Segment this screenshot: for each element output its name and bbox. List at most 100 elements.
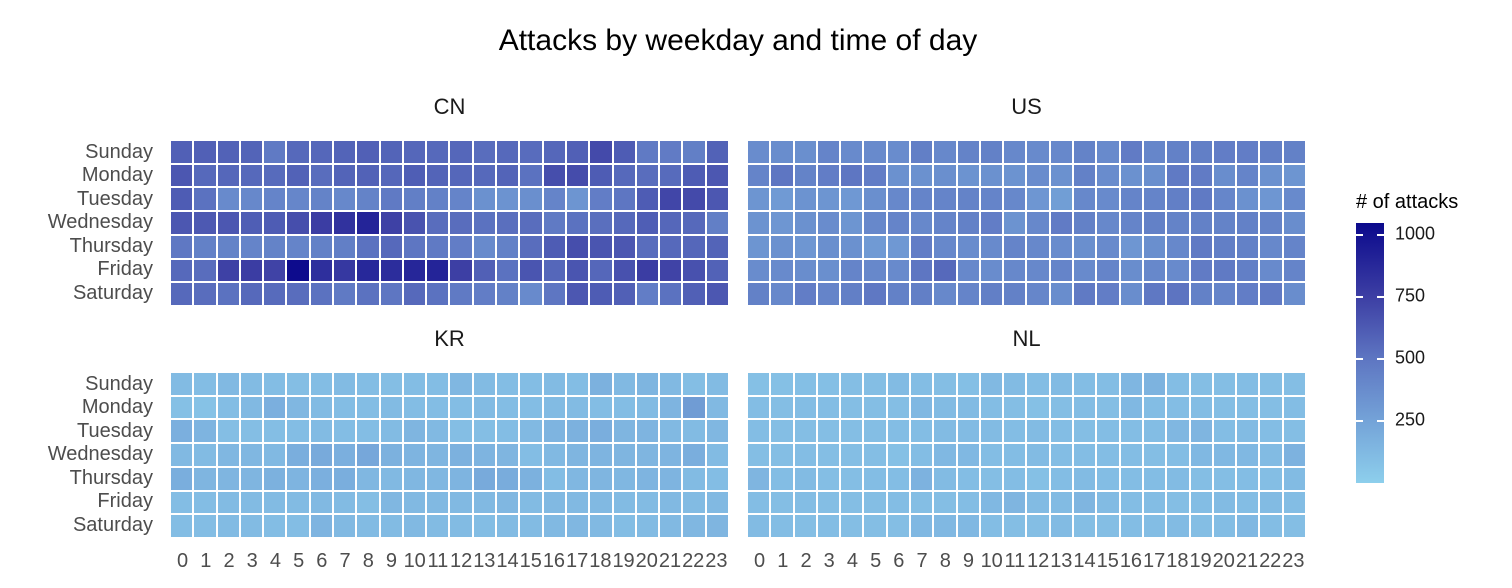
heatmap-cell bbox=[1190, 164, 1212, 187]
heatmap-cell bbox=[287, 235, 309, 258]
heatmap-cell bbox=[543, 283, 565, 305]
heatmap-cell bbox=[887, 491, 910, 514]
heatmap-cell bbox=[1190, 420, 1212, 443]
heatmap-cell bbox=[1097, 373, 1119, 395]
heatmap-cell bbox=[427, 444, 449, 466]
heatmap-cell bbox=[1213, 396, 1236, 419]
heatmap-cell bbox=[1074, 467, 1096, 490]
heatmap-cell bbox=[957, 259, 979, 282]
heatmap-cell bbox=[334, 515, 356, 537]
heatmap-cell bbox=[748, 283, 770, 305]
heatmap-cell bbox=[194, 141, 216, 163]
heatmap-cell bbox=[473, 420, 496, 443]
heatmap-cell bbox=[380, 491, 402, 514]
x-axis-right-facet: 0 1 2 3 4 5 6 7 8 9 10 11 12 13 14 15 16 17 18 19 20 21 22 23 bbox=[748, 549, 1305, 577]
heatmap-cell bbox=[1097, 188, 1119, 211]
heatmap-cell bbox=[660, 212, 682, 234]
heatmap-cell bbox=[543, 259, 565, 282]
heatmap-cell bbox=[957, 188, 979, 211]
heatmap-cell bbox=[934, 515, 956, 537]
x-axis-label: 7 bbox=[916, 550, 928, 572]
heatmap-cell bbox=[450, 396, 472, 419]
heatmap-cell bbox=[771, 235, 793, 258]
heatmap-cell bbox=[1097, 491, 1119, 514]
heatmap-cell bbox=[771, 141, 793, 163]
heatmap-cell bbox=[980, 259, 1003, 282]
heatmap-cell bbox=[683, 141, 705, 163]
heatmap-cell bbox=[1027, 283, 1049, 305]
legend-tick-mark bbox=[1377, 296, 1384, 299]
heatmap-cell bbox=[841, 491, 863, 514]
heatmap-cell bbox=[980, 491, 1003, 514]
heatmap-cell bbox=[590, 491, 612, 514]
heatmap-cell bbox=[520, 141, 542, 163]
heatmap-cell bbox=[817, 164, 840, 187]
heatmap-cell bbox=[590, 373, 612, 395]
heatmap-cell bbox=[520, 467, 542, 490]
heatmap-cell bbox=[706, 515, 728, 537]
heatmap-cell bbox=[403, 259, 426, 282]
heatmap-cell bbox=[934, 164, 956, 187]
x-axis-label: 22 bbox=[1259, 550, 1282, 572]
heatmap-cell bbox=[1167, 283, 1189, 305]
x-axis-label: 0 bbox=[754, 550, 766, 572]
heatmap-cell bbox=[217, 164, 239, 187]
heatmap-cell bbox=[817, 259, 840, 282]
heatmap-cell bbox=[1167, 396, 1189, 419]
heatmap-cell bbox=[473, 259, 496, 282]
heatmap-cell bbox=[1167, 164, 1189, 187]
heatmap-cell bbox=[957, 164, 979, 187]
heatmap-cell bbox=[683, 212, 705, 234]
heatmap-cell bbox=[1097, 444, 1119, 466]
heatmap-cell bbox=[1097, 515, 1119, 537]
heatmap-cell bbox=[1143, 164, 1166, 187]
heatmap-cell bbox=[1027, 373, 1049, 395]
x-axis-label: 19 bbox=[612, 550, 635, 572]
heatmap-cell bbox=[357, 188, 379, 211]
heatmap-cell bbox=[911, 283, 933, 305]
legend-tick-mark bbox=[1356, 234, 1363, 237]
heatmap-cell bbox=[817, 188, 840, 211]
heatmap-cell bbox=[264, 467, 286, 490]
heatmap-cell bbox=[287, 259, 309, 282]
heatmap-cell bbox=[1120, 188, 1142, 211]
x-axis-label: 0 bbox=[177, 550, 189, 572]
heatmap-cell bbox=[613, 396, 635, 419]
heatmap-cell bbox=[864, 467, 886, 490]
heatmap-cell bbox=[334, 467, 356, 490]
heatmap-cell bbox=[334, 396, 356, 419]
heatmap-cell bbox=[934, 235, 956, 258]
y-axis-label: Sunday bbox=[85, 373, 153, 395]
heatmap-cell bbox=[1097, 283, 1119, 305]
x-axis-label: 6 bbox=[316, 550, 328, 572]
x-axis-label: 23 bbox=[1282, 550, 1305, 572]
heatmap-cell bbox=[613, 212, 635, 234]
heatmap-cell bbox=[1237, 491, 1259, 514]
heatmap-cell bbox=[1213, 283, 1236, 305]
y-axis-label: Wednesday bbox=[47, 443, 153, 466]
heatmap-cell bbox=[334, 212, 356, 234]
heatmap-cell bbox=[1283, 188, 1305, 211]
heatmap-cell bbox=[217, 283, 239, 305]
x-axis-label: 15 bbox=[519, 550, 542, 572]
heatmap-cell bbox=[794, 141, 816, 163]
heatmap-cell bbox=[310, 444, 333, 466]
heatmap-cell bbox=[706, 444, 728, 466]
heatmap-cell bbox=[1213, 444, 1236, 466]
heatmap-cell bbox=[957, 235, 979, 258]
heatmap-cell bbox=[264, 188, 286, 211]
x-axis-label: 9 bbox=[962, 550, 975, 572]
heatmap-cell bbox=[427, 467, 449, 490]
heatmap-cell bbox=[194, 444, 216, 466]
heatmap-cell bbox=[794, 283, 816, 305]
heatmap-cell bbox=[1237, 188, 1259, 211]
heatmap-cell bbox=[310, 515, 333, 537]
heatmap-cell bbox=[1167, 259, 1189, 282]
heatmap-cell bbox=[240, 373, 263, 395]
heatmap-cell bbox=[403, 141, 426, 163]
heatmap-cell bbox=[403, 444, 426, 466]
legend-tick-mark bbox=[1356, 296, 1363, 299]
x-axis-label: 11 bbox=[427, 550, 449, 572]
heatmap-cell bbox=[887, 420, 910, 443]
heatmap-cell bbox=[841, 141, 863, 163]
